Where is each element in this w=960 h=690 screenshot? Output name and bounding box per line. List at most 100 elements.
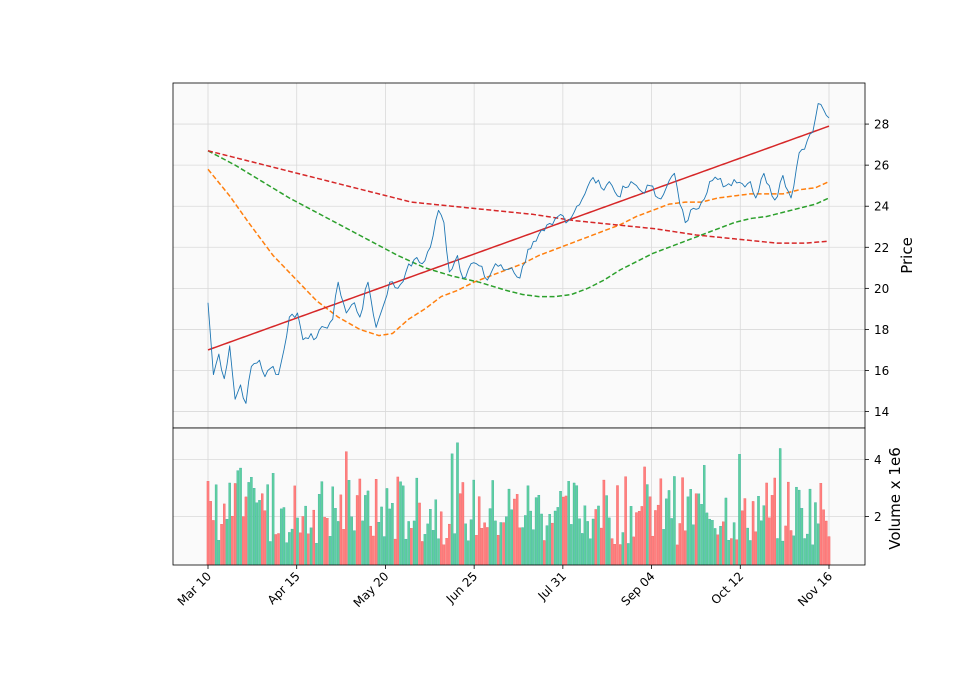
volume-bar [429,509,432,566]
volume-bar [762,505,766,566]
volume-bar [350,516,353,566]
volume-bar [754,531,758,566]
volume-bar [285,542,288,566]
volume-bar [681,477,684,566]
volume-bar [502,522,505,566]
price-tick-label: 22 [874,241,889,255]
volume-bar [296,517,299,566]
volume-bar [806,533,809,566]
volume-bar [811,544,814,566]
volume-bar [336,521,340,566]
volume-bar [418,502,421,566]
volume-bar [521,527,524,566]
volume-bar [274,534,278,566]
volume-bar [673,476,676,566]
volume-axis-label: Volume x 1e6 [886,447,904,550]
volume-bar [738,454,741,566]
volume-bar [233,483,237,566]
x-tick-label: Jun 25 [443,569,480,606]
volume-bar [410,528,413,566]
volume-bar [548,514,551,566]
volume-bar [220,524,223,566]
volume-bar [469,519,473,566]
volume-bar [562,496,565,566]
volume-bar [290,528,294,566]
volume-bar [228,482,231,566]
volume-bar [686,496,690,566]
volume-bar [339,494,343,566]
volume-bar [825,520,828,566]
volume-bar [326,518,329,566]
price-tick-label: 18 [874,323,889,337]
volume-frame [172,427,866,566]
volume-bar [716,534,720,566]
volume-bar [239,467,242,566]
volume-bar [312,509,315,566]
volume-bar [659,478,663,566]
volume-bar [301,516,305,566]
volume-bar [269,541,272,566]
volume-bar [711,520,714,566]
volume-bar [795,486,798,566]
volume-bar [703,465,706,566]
volume-bar [345,451,348,566]
volume-bar [700,504,703,566]
volume-bar [776,538,779,566]
volume-bar [749,540,752,566]
price-tick-label: 16 [874,364,889,378]
volume-bar [472,479,475,566]
volume-bar [342,529,345,566]
volume-bar [412,520,416,566]
price-panel: 14 16 18 20 22 24 26 28 [172,82,889,429]
volume-bar [445,538,448,566]
volume-bar [784,525,787,566]
volume-bar [494,520,497,566]
volume-bar [814,502,817,566]
volume-bar [486,527,489,566]
volume-bar [271,473,275,566]
volume-bar [667,490,671,566]
price-line [207,103,830,404]
volume-bar [420,541,424,566]
volume-bar [789,530,793,566]
volume-bar [266,484,269,566]
x-tick-label: Nov 16 [795,569,835,609]
volume-bar [450,453,454,566]
volume-bar [442,544,446,566]
volume-bar [675,544,679,566]
volume-bar [743,498,747,566]
volume-bar [515,494,519,566]
volume-bar [307,533,310,566]
volume-bar [426,523,429,566]
volume-bar [255,502,259,566]
volume-bar [399,481,402,566]
volume-bar [605,495,608,566]
volume-bar [705,512,709,566]
volume-bar [374,478,378,566]
volume-bar [787,481,790,566]
volume-bar [364,495,367,566]
volume-bar [480,528,484,566]
volume-bar [361,520,364,566]
volume-bar [529,510,532,566]
volume-bar [540,513,543,566]
ma-long-line [207,150,830,244]
volume-bar [781,540,785,566]
volume-bar [383,536,386,566]
x-tick-label: Mar 10 [175,569,214,608]
volume-bar [260,493,264,566]
volume-bar [580,533,584,566]
volume-bar [510,509,513,566]
volume-bar [613,544,616,566]
volume-bar [458,493,462,566]
volume-bar [727,540,730,566]
volume-bar [800,508,804,566]
volume-bar [496,535,500,566]
volume-bar [513,498,516,566]
x-axis: Mar 10 Apr 15 May 20 Jun 25 Jul 31 Sep 04 Oct … [175,565,835,610]
volume-bar [765,482,768,566]
volume-bar [665,498,668,566]
volume-bar [697,493,701,566]
volume-bar [610,538,614,566]
volume-bar [583,505,587,566]
